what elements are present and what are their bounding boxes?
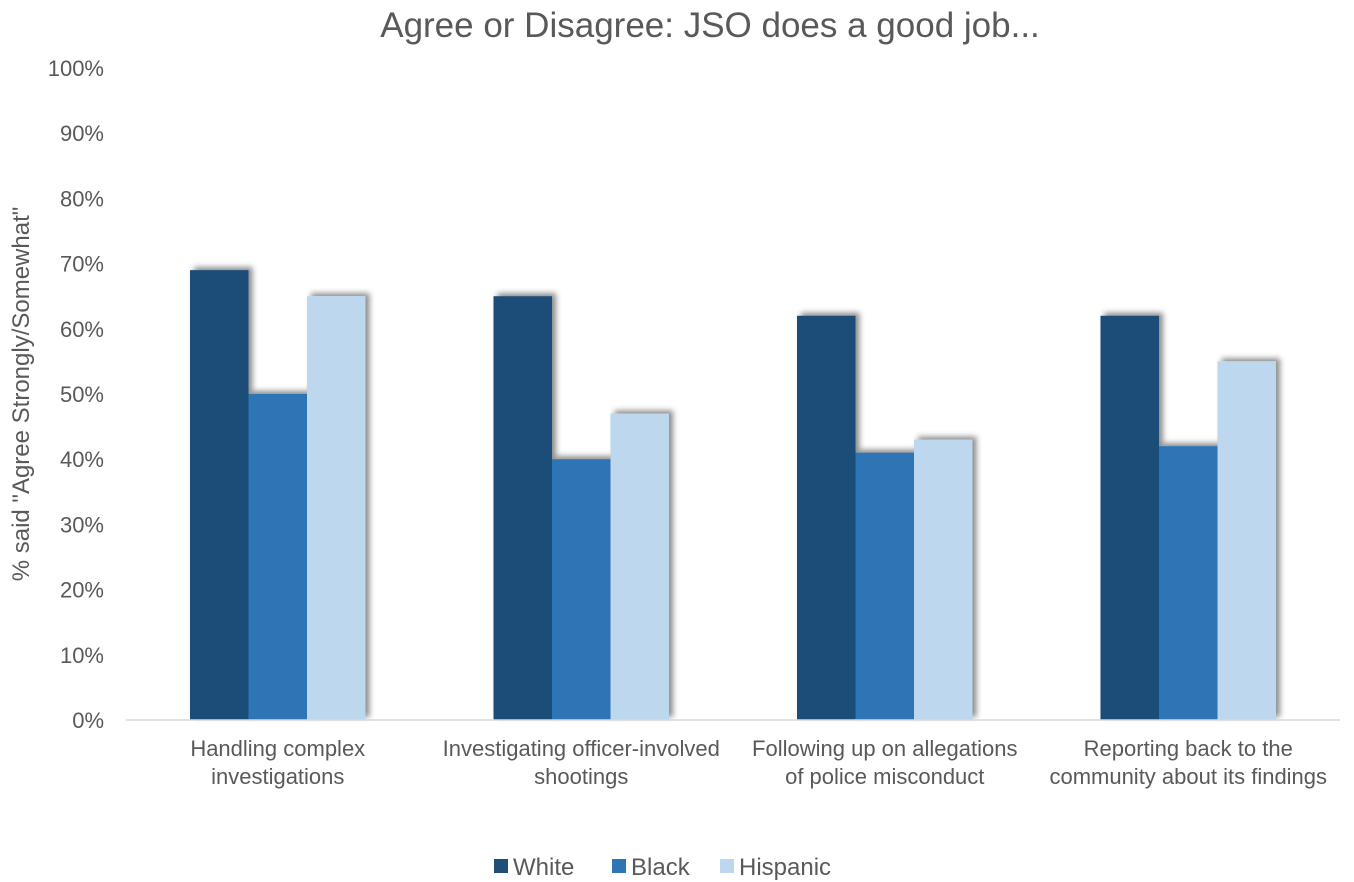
bars [190,270,1276,720]
y-axis-label: % said "Agree Strongly/Somewhat" [8,207,35,582]
y-tick-label: 90% [60,121,104,146]
y-tick-label: 70% [60,252,104,277]
category-labels: Handling complex investigations Investigat… [190,736,1327,789]
category-label: shootings [534,764,628,789]
bar-white [797,315,856,720]
bar-hispanic [307,296,366,720]
category-label: of police misconduct [785,764,984,789]
legend-item-black: Black [612,854,691,881]
category-label: community about its findings [1049,764,1327,789]
bar-black [855,452,914,720]
bar-white [1100,315,1159,720]
bar-white [493,296,552,720]
y-tick-label: 10% [60,643,104,668]
bar-hispanic [1217,361,1276,720]
y-tick-label: 50% [60,382,104,407]
category-label: Handling complex [190,736,365,761]
legend-item-hispanic: Hispanic [720,854,831,881]
category-label: investigations [211,764,344,789]
y-tick-label: 20% [60,578,104,603]
bar-white [190,270,249,720]
legend-swatch [494,859,508,873]
y-tick-labels: 0% 10% 20% 30% 40% 50% 60% 70% 80% 90% 100% [48,56,104,733]
legend-label: White [513,854,574,881]
category-label: Reporting back to the [1084,736,1293,761]
legend-label: Black [631,854,691,881]
category-label: Investigating officer-involved [443,736,720,761]
y-tick-label: 40% [60,447,104,472]
legend-label: Hispanic [739,854,831,881]
y-tick-label: 60% [60,317,104,342]
bar-hispanic [610,413,669,720]
category-label: Following up on allegations [752,736,1017,761]
bar-hispanic [914,439,973,720]
legend: White Black Hispanic [494,854,831,881]
y-tick-label: 30% [60,512,104,537]
y-tick-label: 100% [48,56,104,81]
legend-swatch [612,859,626,873]
bar-black [248,394,307,720]
bar-black [1159,446,1218,720]
legend-item-white: White [494,854,574,881]
bar-black [552,459,611,720]
y-tick-label: 0% [72,708,104,733]
y-tick-label: 80% [60,186,104,211]
legend-swatch [720,859,734,873]
chart-title: Agree or Disagree: JSO does a good job..… [380,6,1040,45]
